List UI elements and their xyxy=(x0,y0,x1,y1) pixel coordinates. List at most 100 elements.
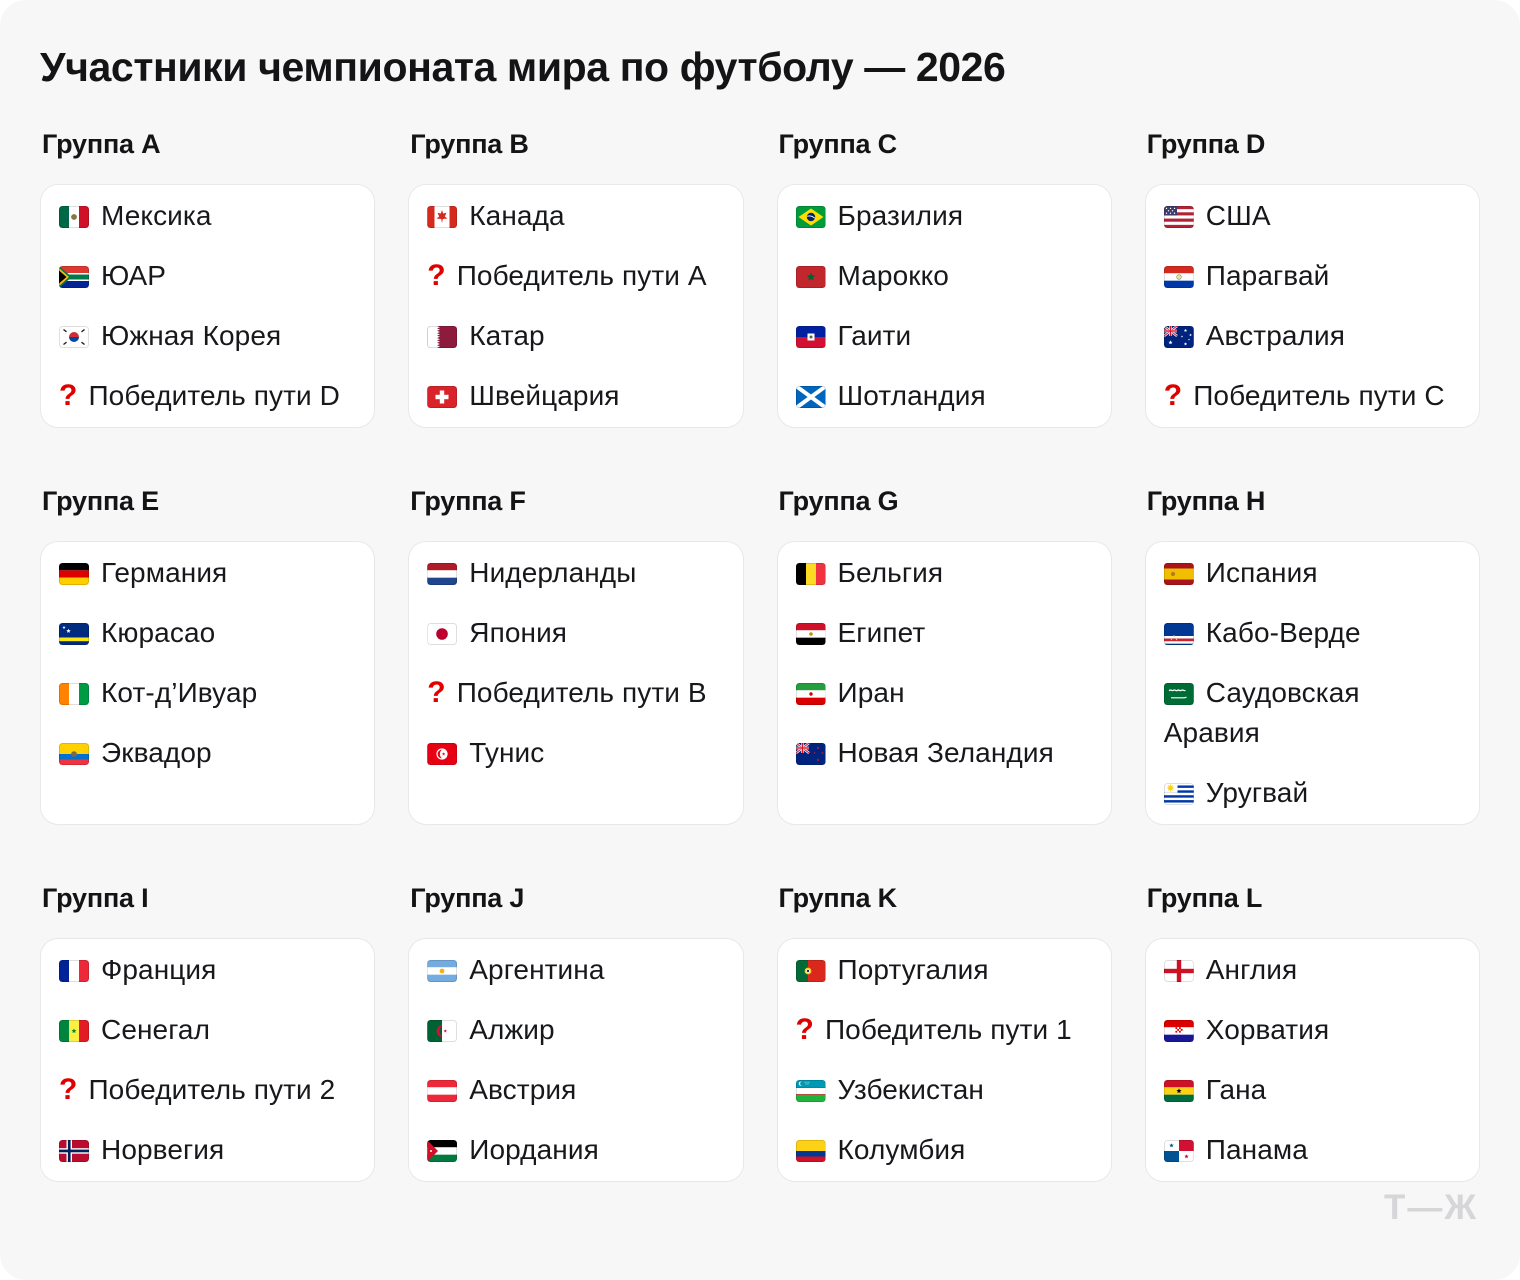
team-name: Норвегия xyxy=(101,1134,225,1166)
flag-ir-icon xyxy=(796,677,838,708)
team-card: Франция Сенегал? Победитель пути 2 Норвегия xyxy=(40,938,376,1183)
flag-cv-icon xyxy=(1164,617,1206,648)
flag-fr-icon xyxy=(59,954,101,985)
team-card: Германия Кюрасао Кот-д’Ивуар Эквадор xyxy=(40,541,376,826)
team-name: Аргентина xyxy=(469,954,605,986)
group-f: Группа F Нидерланды Япония? Победитель пути… xyxy=(408,486,744,826)
group-k: Группа K Португалия? Победитель пути 1 Узбе… xyxy=(776,883,1112,1183)
group-title: Группа C xyxy=(778,129,898,160)
team-row: Япония xyxy=(427,613,724,653)
team-row: США xyxy=(1164,196,1461,236)
team-card: Португалия? Победитель пути 1 Узбекистан Ко… xyxy=(776,938,1112,1183)
team-name: Германия xyxy=(101,557,228,589)
groups-grid: Группа A Мексика ЮАР Южная Корея? Победитель… xyxy=(40,129,1480,1183)
team-card: Нидерланды Япония? Победитель пути B Тунис xyxy=(408,541,744,826)
flag-eng-icon xyxy=(1164,954,1206,985)
team-name: Египет xyxy=(837,617,926,649)
flag-jo-icon xyxy=(427,1134,469,1165)
team-row: Уругвай xyxy=(1164,773,1461,813)
group-d: Группа D США Парагвай Австралия? Победитель … xyxy=(1144,129,1480,429)
group-title: Группа I xyxy=(42,883,149,914)
team-name: Победитель пути 1 xyxy=(824,1014,1072,1046)
flag-uy-icon xyxy=(1164,777,1206,808)
flag-sa-icon xyxy=(1164,677,1206,708)
team-row: Аргентина xyxy=(427,950,724,990)
flag-jp-icon xyxy=(427,617,469,648)
team-name: Франция xyxy=(101,954,217,986)
team-name: Бельгия xyxy=(837,557,944,589)
team-name: Парагвай xyxy=(1205,260,1330,292)
team-row: Марокко xyxy=(796,256,1093,296)
page-title: Участники чемпионата мира по футболу — 2… xyxy=(40,44,1006,90)
team-card: Испания Кабо-Верде Саудовская Аравия Уругва… xyxy=(1144,541,1480,826)
team-name: Победитель пути B xyxy=(456,677,707,709)
group-e: Группа E Германия Кюрасао Кот-д’Ивуар Эквадо… xyxy=(40,486,376,826)
flag-za-icon xyxy=(59,260,101,291)
team-row: ЮАР xyxy=(59,256,356,296)
team-name: Тунис xyxy=(469,737,545,769)
team-row: Мексика xyxy=(59,196,356,236)
team-name: Новая Зеландия xyxy=(837,737,1054,769)
team-name: Кот-д’Ивуар xyxy=(101,677,258,709)
team-name: Англия xyxy=(1205,954,1298,986)
team-name: Панама xyxy=(1205,1134,1308,1166)
team-row: Франция xyxy=(59,950,356,990)
team-card: Англия Хорватия Гана Панама xyxy=(1144,938,1480,1183)
team-name: Канада xyxy=(469,200,565,232)
flag-ca-icon xyxy=(427,200,469,231)
flag-kr-icon xyxy=(59,320,101,351)
team-name: Шотландия xyxy=(837,380,986,412)
flag-mx-icon xyxy=(59,200,101,231)
team-card: Бразилия Марокко Гаити Шотландия xyxy=(776,184,1112,429)
team-name: Гаити xyxy=(837,320,912,352)
flag-ci-icon xyxy=(59,677,101,708)
group-title: Группа K xyxy=(778,883,898,914)
group-g: Группа G Бельгия Египет Иран Новая Зеландия xyxy=(776,486,1112,826)
flag-cw-icon xyxy=(59,617,101,648)
flag-no-icon xyxy=(59,1134,101,1165)
team-row: Нидерланды xyxy=(427,553,724,593)
flag-nz-icon xyxy=(796,737,838,768)
team-row: ? Победитель пути D xyxy=(59,376,356,416)
team-row: Тунис xyxy=(427,733,724,773)
flag-ma-icon xyxy=(796,260,838,291)
team-name: Эквадор xyxy=(101,737,212,769)
group-title: Группа B xyxy=(410,129,529,160)
team-card: США Парагвай Австралия? Победитель пути C xyxy=(1144,184,1480,429)
group-a: Группа A Мексика ЮАР Южная Корея? Победитель… xyxy=(40,129,376,429)
flag-au-icon xyxy=(1164,320,1206,351)
team-row: Кюрасао xyxy=(59,613,356,653)
team-row: Катар xyxy=(427,316,724,356)
team-name: Гана xyxy=(1205,1074,1267,1106)
flag-ch-icon xyxy=(427,380,469,411)
team-name: Южная Корея xyxy=(101,320,282,352)
team-name: Кюрасао xyxy=(101,617,216,649)
group-title: Группа L xyxy=(1146,883,1263,914)
question-icon: ? xyxy=(427,676,446,710)
flag-sn-icon xyxy=(59,1014,101,1045)
team-name: Бразилия xyxy=(837,200,964,232)
flag-py-icon xyxy=(1164,260,1206,291)
flag-es-icon xyxy=(1164,557,1206,588)
team-name: Иран xyxy=(837,677,905,709)
team-row: Хорватия xyxy=(1164,1010,1461,1050)
team-name: Швейцария xyxy=(469,380,620,412)
team-name: Австралия xyxy=(1205,320,1345,352)
team-row: Германия xyxy=(59,553,356,593)
question-icon: ? xyxy=(1163,379,1183,413)
team-row: Южная Корея xyxy=(59,316,356,356)
team-row: Испания xyxy=(1164,553,1461,593)
team-row: Кабо-Верде xyxy=(1164,613,1461,653)
team-row: ? Победитель пути A xyxy=(427,256,724,296)
team-row: Бельгия xyxy=(796,553,1093,593)
team-row: ? Победитель пути 1 xyxy=(796,1010,1093,1050)
team-name: Кабо-Верде xyxy=(1205,617,1361,649)
team-name: Уругвай xyxy=(1205,777,1309,809)
team-name: Мексика xyxy=(101,200,212,232)
team-name: Испания xyxy=(1205,557,1318,589)
team-row: Канада xyxy=(427,196,724,236)
group-title: Группа E xyxy=(42,486,159,517)
team-row: Сенегал xyxy=(59,1010,356,1050)
team-name: Алжир xyxy=(469,1014,555,1046)
team-row: Новая Зеландия xyxy=(796,733,1093,773)
